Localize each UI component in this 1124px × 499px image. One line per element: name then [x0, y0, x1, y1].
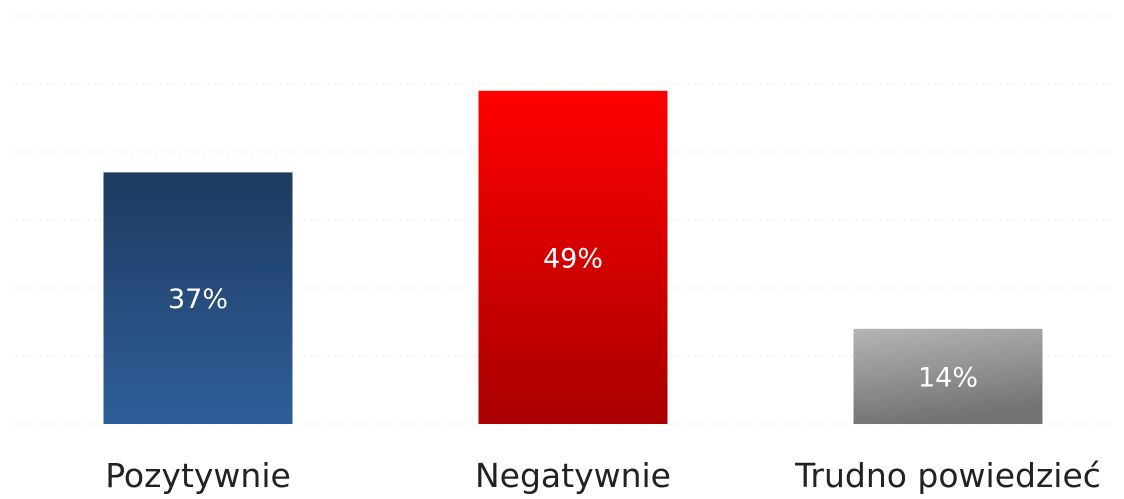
bar-3	[853, 328, 1043, 424]
bar-2	[478, 90, 668, 425]
value-label-2: 49%	[543, 243, 603, 274]
category-label-2: Negatywnie	[475, 456, 671, 495]
category-label-1: Pozytywnie	[105, 456, 291, 495]
bar-1	[103, 172, 293, 424]
value-labels: 37% 49% 14%	[168, 243, 978, 393]
value-label-1: 37%	[168, 284, 228, 315]
value-label-3: 14%	[918, 362, 978, 393]
bars	[103, 90, 1043, 425]
category-labels: Pozytywnie Negatywnie Trudno powiedzieć	[105, 456, 1101, 495]
category-label-3: Trudno powiedzieć	[794, 456, 1101, 495]
